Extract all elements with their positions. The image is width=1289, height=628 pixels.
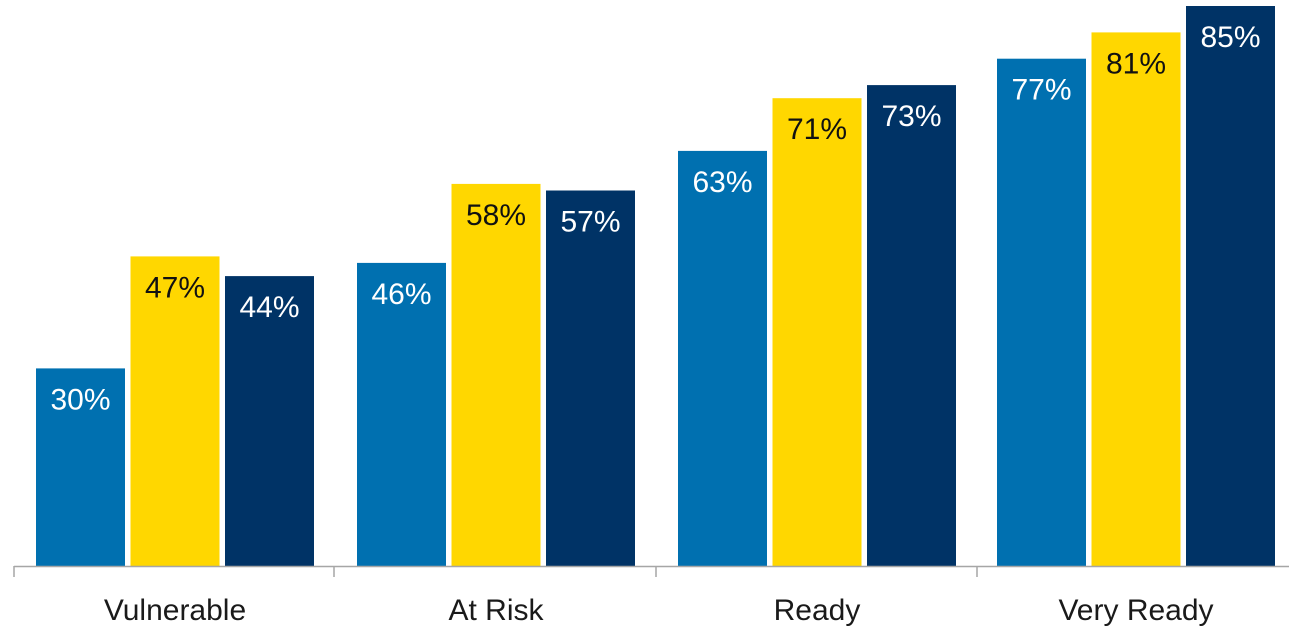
data-label: 85% <box>1200 21 1260 54</box>
data-label: 30% <box>50 383 110 416</box>
category-label: Vulnerable <box>104 594 246 627</box>
bar-very-ready-series-3 <box>1186 6 1275 566</box>
x-axis: Vulnerable At Risk Ready Very Ready <box>13 565 1289 627</box>
data-label: 58% <box>466 199 526 232</box>
bar-at-risk-series-1 <box>357 262 446 566</box>
category-label: Ready <box>774 594 861 627</box>
bars-layer <box>36 6 1275 566</box>
bar-very-ready-series-1 <box>997 58 1086 566</box>
bar-ready-series-2 <box>772 98 862 566</box>
data-label: 57% <box>560 206 620 239</box>
data-label: 46% <box>371 278 431 311</box>
data-label: 47% <box>145 271 205 304</box>
bar-vulnerable-series-3 <box>225 276 314 566</box>
data-label: 71% <box>787 113 847 146</box>
bar-ready-series-1 <box>678 150 767 566</box>
bar-vulnerable-series-2 <box>130 256 220 566</box>
value-labels-layer: 30% 46% 63% 77% 47% 58% 71% 81% 44% 57% 73% 85% <box>50 21 1260 416</box>
bar-vulnerable-series-1 <box>36 368 125 566</box>
data-label: 81% <box>1106 47 1166 80</box>
data-label: 73% <box>881 100 941 133</box>
data-label: 63% <box>692 166 752 199</box>
category-label: At Risk <box>448 594 544 627</box>
bar-ready-series-3 <box>867 85 956 566</box>
category-label: Very Ready <box>1058 594 1213 627</box>
data-label: 44% <box>239 291 299 324</box>
bar-at-risk-series-3 <box>546 190 635 566</box>
bar-at-risk-series-2 <box>451 183 541 566</box>
data-label: 77% <box>1011 74 1071 107</box>
bar-very-ready-series-2 <box>1091 32 1181 566</box>
